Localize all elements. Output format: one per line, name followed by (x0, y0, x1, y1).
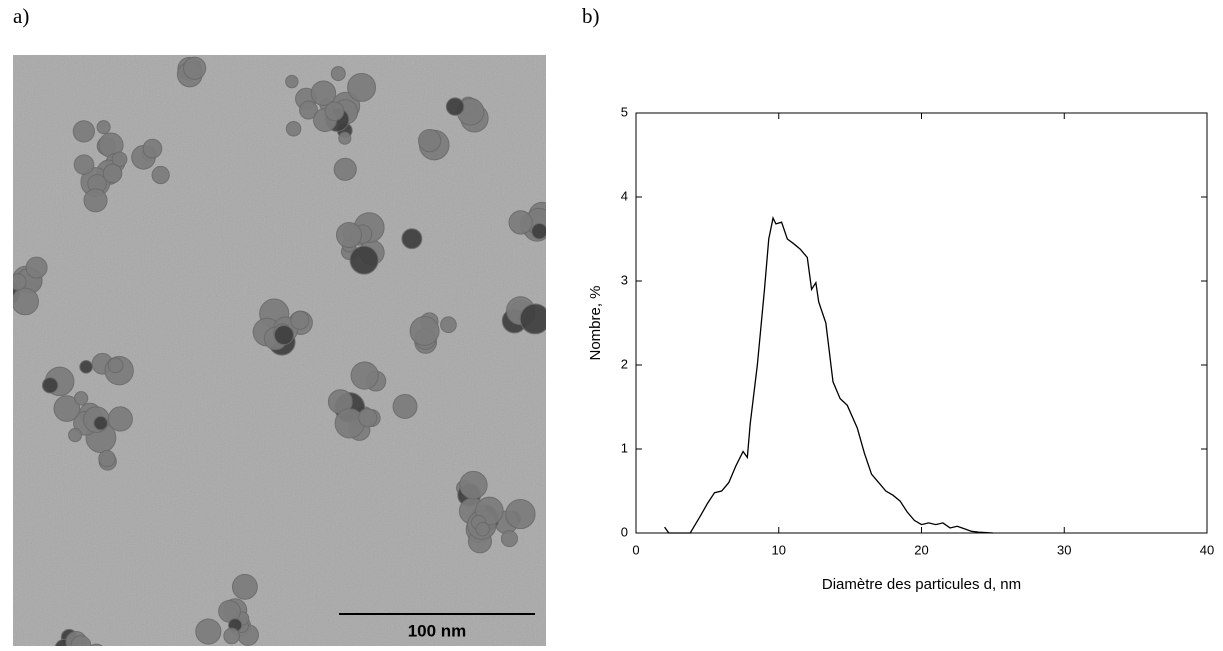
y-tick-label: 3 (621, 272, 628, 287)
x-axis-title: Diamètre des particules d, nm (822, 576, 1021, 593)
particle (41, 377, 59, 394)
particle (195, 618, 222, 645)
particle (142, 138, 163, 159)
particle (519, 303, 546, 335)
particle (310, 80, 337, 106)
y-axis-title: Nombre, % (587, 285, 604, 360)
particle (350, 361, 379, 390)
particle (231, 573, 258, 600)
particle (83, 188, 108, 213)
particle (505, 498, 536, 530)
plot-frame (635, 112, 1208, 534)
scale-bar-label: 100 nm (408, 621, 467, 640)
y-tick-label: 1 (621, 440, 628, 455)
y-tick-label: 5 (621, 104, 628, 119)
particle (107, 357, 124, 374)
particle (102, 163, 123, 184)
x-tick-label: 40 (1200, 542, 1214, 557)
particle (475, 522, 490, 537)
particle (349, 245, 379, 275)
particle (500, 530, 518, 548)
particle (98, 449, 116, 468)
x-tick-label: 20 (914, 542, 928, 557)
particle (107, 406, 133, 432)
particle (53, 395, 81, 422)
particle (13, 287, 39, 316)
particle (418, 128, 442, 153)
panel-label: a) (13, 4, 29, 28)
particle (79, 360, 93, 374)
particle (73, 391, 89, 406)
data-line (664, 215, 993, 534)
particle (459, 470, 488, 500)
particle (73, 154, 95, 175)
y-tick-label: 4 (621, 188, 628, 203)
x-tick-label: 10 (772, 542, 786, 557)
particle (401, 228, 423, 250)
particle (285, 120, 302, 137)
panel-label: b) (582, 4, 600, 28)
particle (182, 56, 207, 80)
tem-micrograph (13, 55, 546, 646)
particle (96, 120, 111, 135)
x-tick-label: 0 (632, 542, 639, 557)
particle (335, 221, 363, 249)
particle (392, 394, 418, 419)
particle (299, 100, 318, 120)
particle (68, 428, 83, 443)
particle (324, 101, 345, 122)
y-tick-label: 2 (621, 356, 628, 371)
particle (531, 222, 546, 240)
particle (445, 97, 465, 116)
particle (440, 316, 457, 334)
particle (93, 415, 108, 431)
particle (72, 120, 96, 143)
particle (285, 74, 299, 89)
particle (223, 627, 240, 645)
particle (330, 66, 346, 82)
particle (25, 256, 48, 279)
chart: 0 10 20 30 40 0 1 2 3 4 5 Diamètre des particules d… (587, 104, 1214, 593)
particle (409, 316, 440, 346)
particle (347, 72, 377, 102)
particle (151, 165, 170, 185)
particle (333, 157, 357, 181)
particle (290, 310, 310, 330)
particle (508, 210, 533, 235)
particle (13, 273, 27, 291)
particle (273, 324, 295, 346)
x-tick-label: 30 (1057, 542, 1071, 557)
particle (338, 131, 352, 145)
y-tick-label: 0 (621, 524, 628, 539)
particle (358, 408, 378, 428)
